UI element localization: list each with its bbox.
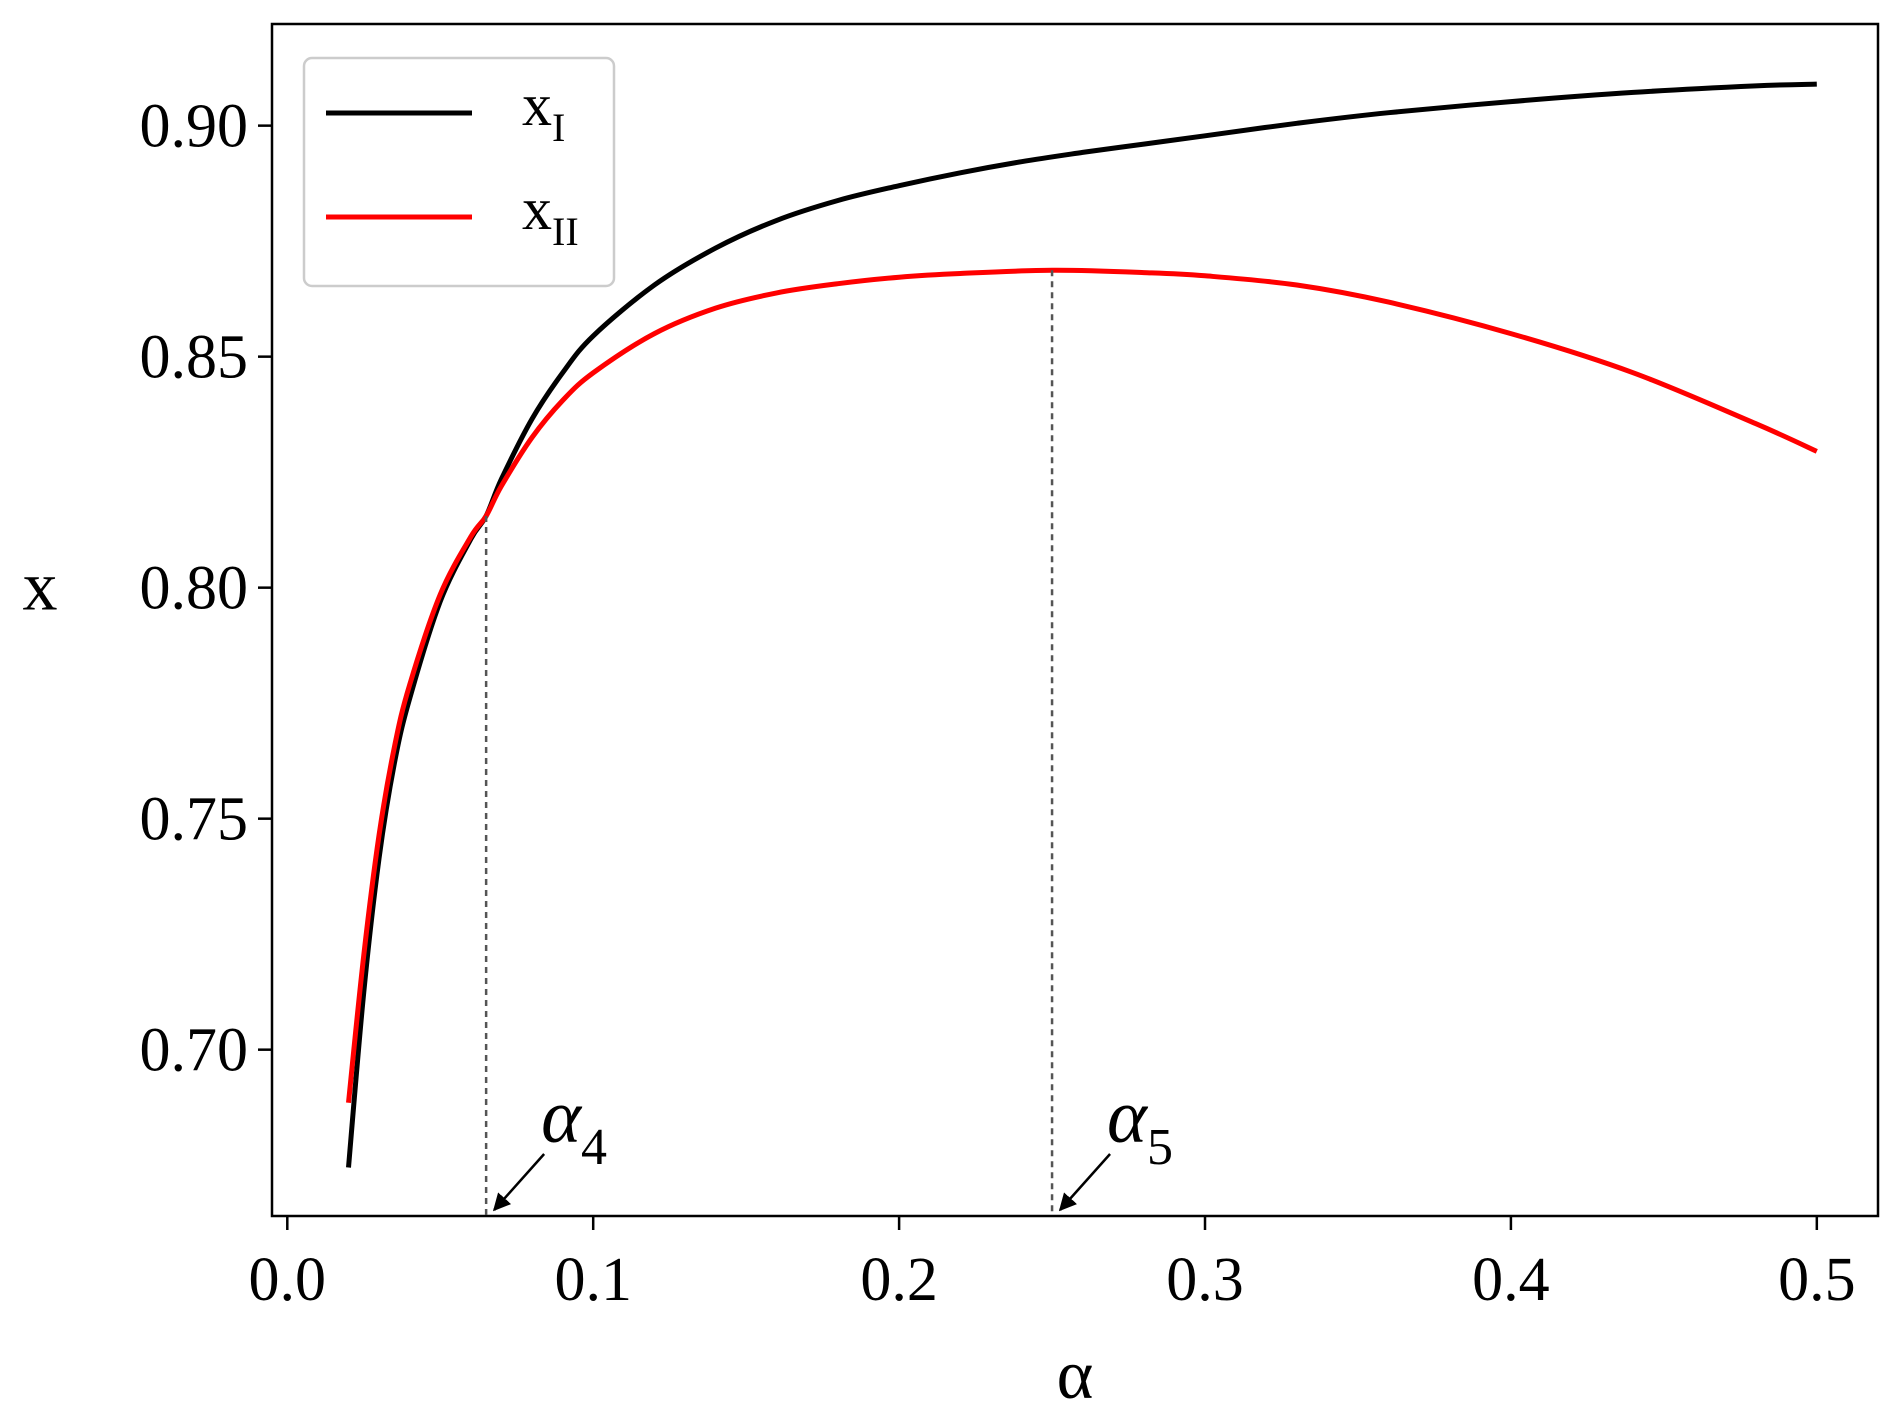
legend-entry: xII [522, 176, 579, 254]
legend-name: x [522, 176, 552, 242]
y-axis: 0.70 0.75 0.80 0.85 0.90 [140, 93, 272, 1085]
y-tick-label: 0.70 [140, 1017, 249, 1085]
y-tick-label: 0.85 [140, 324, 249, 392]
plot-area [346, 81, 1818, 1168]
legend-entry: xI [522, 72, 565, 150]
annotation-arrow [1058, 1153, 1111, 1212]
annotation-subscript: 5 [1147, 1119, 1173, 1176]
x-tick-label: 0.1 [554, 1246, 632, 1314]
y-tick-label: 0.80 [140, 555, 249, 623]
x-tick-label: 0.3 [1166, 1246, 1244, 1314]
y-tick-label: 0.75 [140, 786, 249, 854]
legend-subscript: I [552, 105, 565, 150]
annotation-arrow [492, 1153, 546, 1212]
plot-frame [270, 22, 1880, 1218]
x-tick-label: 0.0 [249, 1246, 327, 1314]
y-axis-label: x [23, 549, 58, 626]
x-axis: 0.0 0.1 0.2 0.3 0.4 0.5 [249, 1216, 1856, 1314]
series-line-1 [346, 267, 1818, 1104]
y-tick-label: 0.90 [140, 93, 249, 161]
series-line-0 [346, 81, 1817, 1168]
x-tick-label: 0.5 [1778, 1246, 1856, 1314]
annotation-label: α5 [1107, 1075, 1173, 1176]
legend-name: x [522, 72, 552, 138]
reference-annotations: α4 α5 [484, 270, 1173, 1216]
x-tick-label: 0.2 [860, 1246, 938, 1314]
x-axis-label: α [1057, 1337, 1094, 1414]
x-tick-label: 0.4 [1472, 1246, 1550, 1314]
annotation-symbol: α [1107, 1075, 1149, 1159]
annotation-label: α4 [541, 1075, 607, 1176]
annotation-symbol: α [541, 1075, 583, 1159]
annotation-subscript: 4 [581, 1119, 607, 1176]
legend-subscript: II [552, 209, 579, 254]
